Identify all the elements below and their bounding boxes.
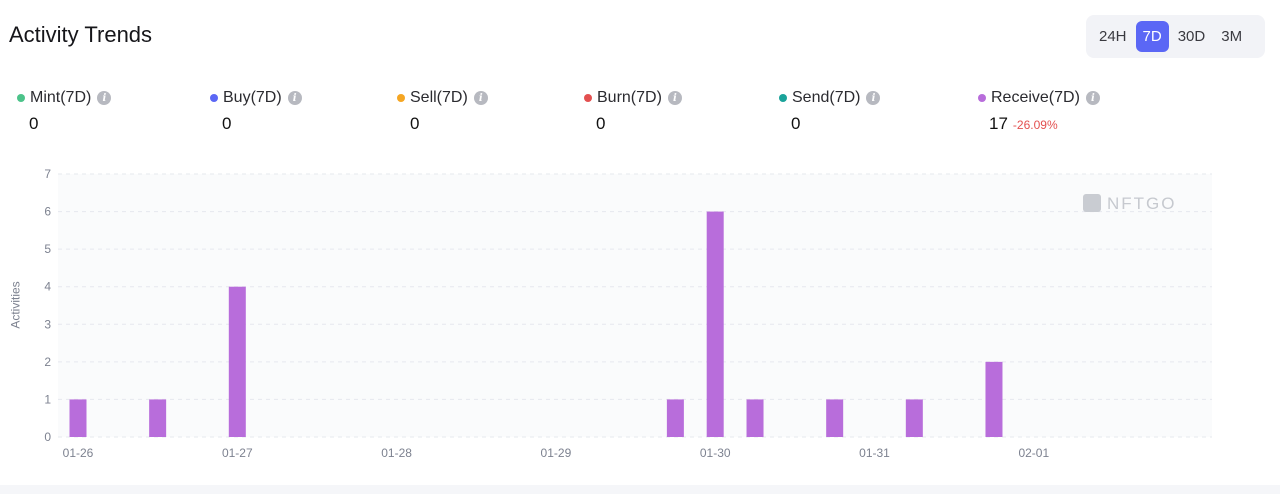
stat-change: -26.09% [1012, 118, 1058, 132]
x-tick-label: 01-29 [541, 446, 572, 460]
time-range-selector: 24H 7D 30D 3M [1086, 15, 1265, 58]
y-tick-label: 2 [44, 355, 51, 369]
bar[interactable] [666, 399, 684, 437]
nftgo-logo-icon [1083, 194, 1101, 212]
buy-dot-icon [210, 94, 218, 102]
stat-value: 17 [989, 114, 1008, 133]
bar[interactable] [69, 399, 87, 437]
stat-label: Sell(7D) [410, 89, 468, 106]
ticks-layer: 0 1 2 3 4 5 6 7 01-26 01-27 01-28 01-29 01-30 01-31 02… [44, 167, 1049, 460]
info-icon[interactable]: i [667, 91, 682, 105]
stat-label: Mint(7D) [30, 89, 92, 106]
info-icon[interactable]: i [866, 91, 881, 105]
stat-mint: Mint(7D) i 0 [17, 88, 112, 134]
stat-value: 0 [222, 114, 232, 133]
x-tick-label: 01-26 [63, 446, 94, 460]
bar[interactable] [826, 399, 844, 437]
stat-label: Send(7D) [792, 89, 861, 106]
x-tick-label: 01-27 [222, 446, 253, 460]
mint-dot-icon [17, 94, 25, 102]
range-tab-24h[interactable]: 24H [1099, 28, 1127, 45]
stat-value-row: 17 -26.09% [978, 114, 1100, 134]
info-icon[interactable]: i [287, 91, 302, 105]
bars-layer [69, 211, 1003, 437]
y-axis-label: Activities [8, 281, 23, 329]
bottom-divider [0, 485, 1280, 494]
send-dot-icon [779, 94, 787, 102]
stat-send: Send(7D) i 0 [779, 88, 881, 134]
stat-value: 0 [29, 114, 39, 133]
x-tick-label: 01-30 [700, 446, 731, 460]
bar[interactable] [905, 399, 923, 437]
y-tick-label: 6 [44, 205, 51, 219]
stat-label: Burn(7D) [597, 89, 662, 106]
y-tick-label: 5 [44, 242, 51, 256]
stat-value: 0 [410, 114, 420, 133]
y-tick-label: 0 [44, 430, 51, 444]
nftgo-watermark: NFTGO [1083, 194, 1177, 213]
info-icon[interactable]: i [97, 91, 112, 105]
stat-value: 0 [596, 114, 606, 133]
burn-dot-icon [584, 94, 592, 102]
stat-sell: Sell(7D) i 0 [397, 88, 488, 134]
watermark-text: NFTGO [1107, 194, 1177, 213]
page-title: Activity Trends [9, 22, 153, 47]
range-tab-3m[interactable]: 3M [1221, 28, 1243, 45]
bar[interactable] [985, 361, 1003, 437]
stat-receive: Receive(7D) i 17 -26.09% [978, 88, 1100, 134]
plot-area [58, 174, 1212, 437]
info-icon[interactable]: i [473, 91, 488, 105]
grid-layer [58, 173, 1212, 438]
stat-buy: Buy(7D) i 0 [210, 88, 302, 134]
bar[interactable] [149, 399, 167, 437]
x-tick-label: 01-31 [859, 446, 890, 460]
range-tab-7d[interactable]: 7D [1135, 21, 1169, 52]
stat-value: 0 [791, 114, 801, 133]
info-icon[interactable]: i [1085, 91, 1100, 105]
bar[interactable] [706, 211, 724, 437]
bar[interactable] [746, 399, 764, 437]
y-tick-label: 7 [44, 167, 51, 181]
x-tick-label: 01-28 [381, 446, 412, 460]
stat-label: Buy(7D) [223, 89, 282, 106]
y-tick-label: 4 [44, 280, 51, 294]
stat-burn: Burn(7D) i 0 [584, 88, 682, 134]
bar[interactable] [228, 286, 246, 437]
range-tab-30d[interactable]: 30D [1177, 28, 1206, 45]
stat-label: Receive(7D) [991, 89, 1080, 106]
x-tick-label: 02-01 [1018, 446, 1049, 460]
receive-dot-icon [978, 94, 986, 102]
sell-dot-icon [397, 94, 405, 102]
y-tick-label: 1 [44, 392, 51, 406]
y-tick-label: 3 [44, 317, 51, 331]
